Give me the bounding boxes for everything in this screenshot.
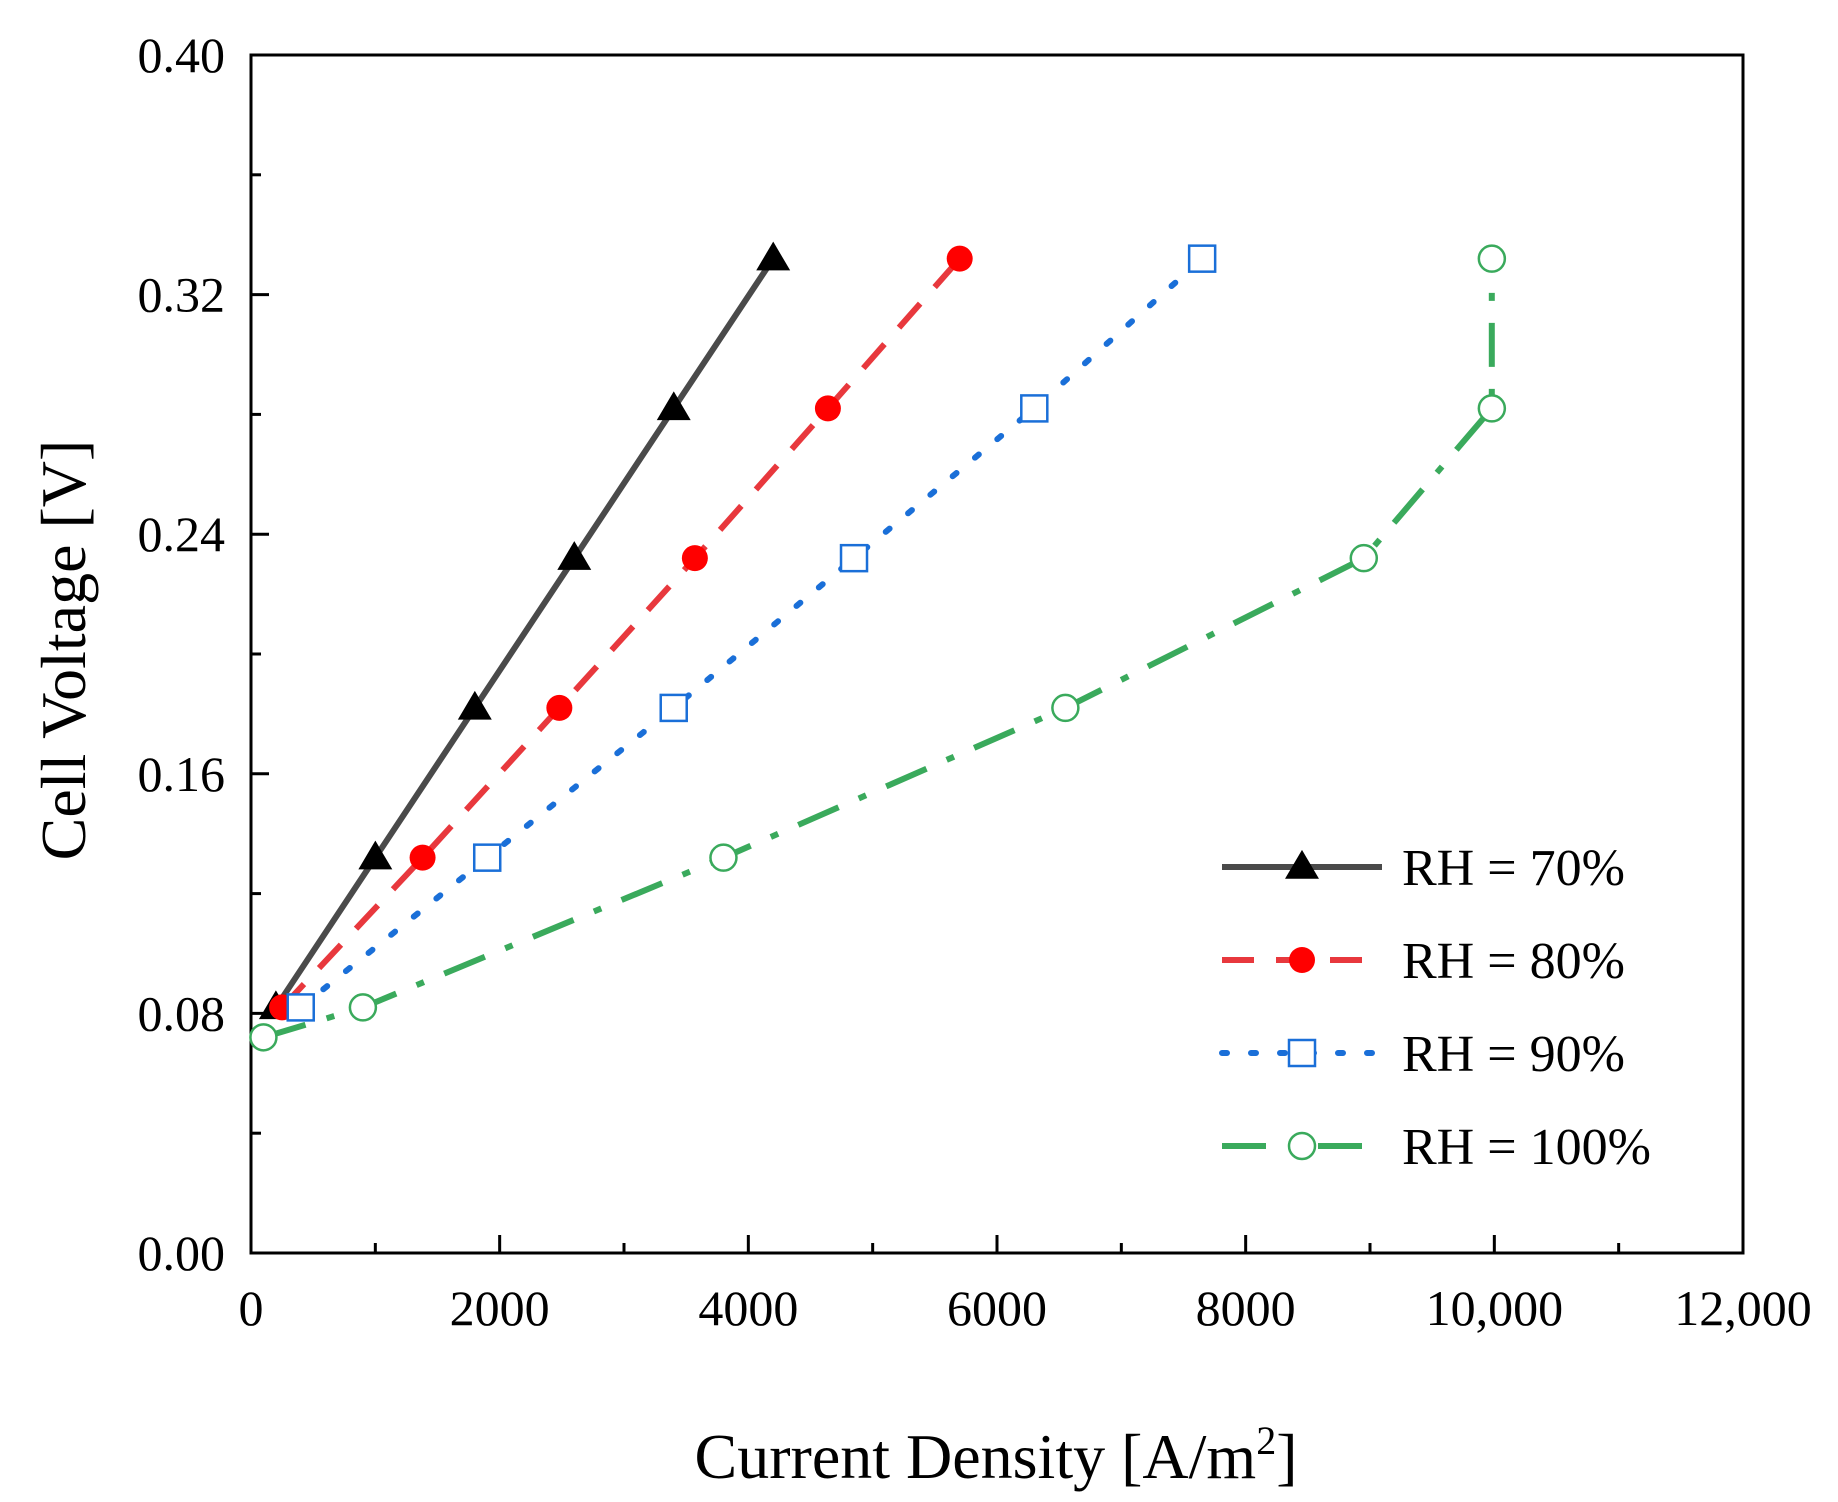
square-marker	[472, 843, 502, 872]
y-tick-label: 0.16	[138, 746, 226, 802]
y-axis-title: Cell Voltage [V]	[28, 440, 99, 861]
series-4	[249, 244, 1507, 1052]
triangle-marker	[756, 241, 791, 271]
open-circle-marker	[348, 993, 378, 1022]
circle-marker	[681, 545, 708, 572]
y-tick-label: 0.40	[138, 27, 226, 83]
open-circle-marker	[1349, 543, 1379, 573]
legend-item: RH = 70%	[1222, 840, 1625, 897]
x-tick-label: 0	[239, 1280, 264, 1336]
legend-label: RH = 80%	[1402, 933, 1625, 990]
legend-item: RH = 100%	[1222, 1119, 1651, 1176]
x-tick-label: 8000	[1196, 1280, 1296, 1336]
square-marker	[659, 693, 688, 723]
circle-marker	[946, 245, 973, 272]
legend-label: RH = 70%	[1402, 840, 1625, 897]
series-3	[286, 244, 1217, 1022]
x-axis-title: Current Density [A/m2]	[695, 1418, 1298, 1492]
square-marker	[1187, 244, 1217, 273]
x-tick-label: 10,000	[1426, 1280, 1564, 1336]
circle-marker	[546, 694, 573, 721]
y-tick-label: 0.08	[138, 985, 226, 1041]
series-group	[249, 241, 1507, 1052]
series-line	[273, 257, 776, 1010]
open-circle-marker	[1051, 693, 1080, 723]
x-tick-label: 2000	[450, 1280, 550, 1336]
open-circle-marker	[709, 843, 738, 872]
legend-label: RH = 90%	[1402, 1026, 1625, 1083]
open-circle-marker	[249, 1023, 278, 1052]
series-1	[258, 241, 791, 1020]
triangle-marker	[358, 840, 393, 870]
legend-item: RH = 90%	[1219, 1026, 1625, 1083]
triangle-marker	[457, 690, 492, 720]
square-marker	[839, 543, 869, 573]
triangle-marker	[557, 541, 592, 570]
y-tick-label: 0.00	[138, 1225, 226, 1281]
legend-label: RH = 100%	[1402, 1119, 1651, 1176]
open-circle-marker	[1287, 1131, 1317, 1161]
open-circle-marker	[1477, 244, 1507, 273]
square-marker	[1020, 394, 1049, 423]
series-2	[269, 245, 973, 1021]
square-marker	[286, 993, 315, 1022]
triangle-marker	[1285, 849, 1319, 879]
circle-marker	[1289, 947, 1315, 973]
legend: RH = 70% RH = 80% RH = 90% RH = 100%	[1219, 840, 1651, 1176]
open-circle-marker	[1477, 394, 1507, 423]
series-line	[297, 255, 1206, 1011]
y-tick-label: 0.24	[138, 506, 226, 562]
circle-marker	[814, 395, 841, 422]
series-line	[279, 256, 962, 1010]
y-tick-label: 0.32	[138, 267, 226, 323]
x-tick-label: 12,000	[1674, 1280, 1812, 1336]
x-tick-label: 6000	[947, 1280, 1047, 1336]
legend-item: RH = 80%	[1222, 933, 1625, 990]
axes: 0 2000 4000 6000 8000 10,000 12,000 0.00 0.08 0.1…	[138, 27, 1812, 1336]
series-line	[262, 258, 1495, 1041]
triangle-marker	[656, 391, 691, 421]
square-marker	[1287, 1038, 1317, 1068]
x-tick-label: 4000	[698, 1280, 798, 1336]
circle-marker	[409, 844, 436, 871]
